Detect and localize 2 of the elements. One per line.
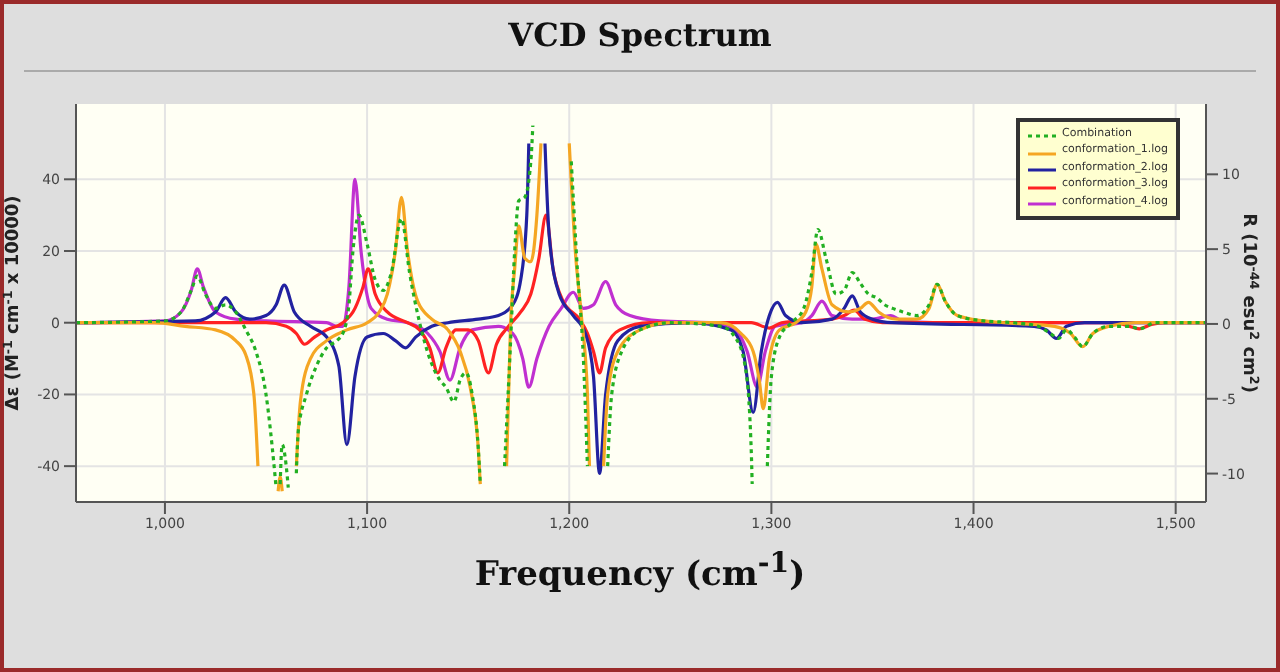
- chart-title: VCD Spectrum: [506, 16, 774, 54]
- x-axis-title: Frequency (cm$^{-1}$): [472, 548, 808, 596]
